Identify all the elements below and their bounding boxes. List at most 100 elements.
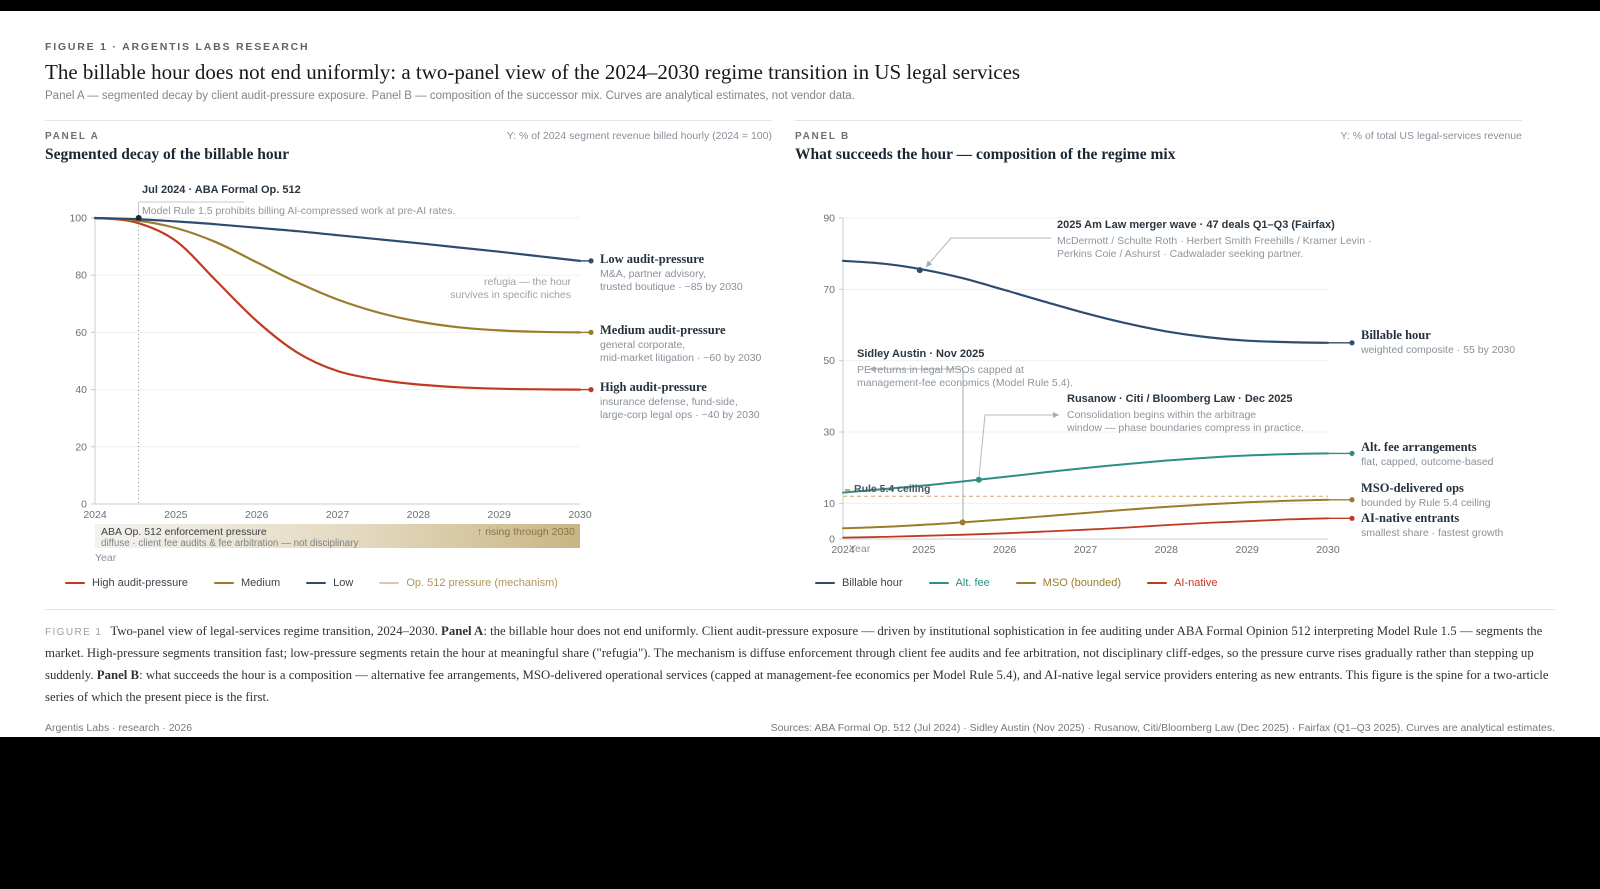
svg-text:60: 60 (75, 327, 87, 339)
figure-caption: FIGURE 1 Two-panel view of legal-services… (45, 620, 1555, 708)
rusanow-annotation-title: Rusanow · Citi / Bloomberg Law · Dec 202… (1067, 393, 1293, 405)
pressure-band (95, 524, 580, 548)
svg-text:100: 100 (69, 213, 87, 225)
svg-text:2024: 2024 (83, 509, 107, 521)
legend-item: High audit-pressure (65, 577, 188, 589)
panel-a-y-axis-note: Y: % of 2024 segment revenue billed hour… (506, 130, 772, 142)
alt-fee-curve-desc: flat, capped, outcome-based (1361, 456, 1494, 468)
high-pressure-curve-desc: insurance defense, fund-side, large-corp… (600, 396, 760, 421)
svg-text:40: 40 (75, 384, 87, 396)
billable-hour-curve-desc: weighted composite · 55 by 2030 (1361, 344, 1516, 356)
panel-a-curves (93, 216, 594, 393)
figure-header: FIGURE 1 · ARGENTIS LABS RESEARCH The bi… (45, 41, 1555, 102)
figure-card: FIGURE 1 · ARGENTIS LABS RESEARCH The bi… (0, 11, 1600, 737)
legend-item: Medium (214, 577, 280, 589)
alt-fee-curve-title: Alt. fee arrangements (1361, 440, 1477, 454)
panel-b: PANEL B Y: % of total US legal-services … (795, 120, 1522, 589)
legend-item: AI-native (1147, 577, 1217, 589)
op512-annotation-body: Model Rule 1.5 prohibits billing AI-comp… (142, 205, 456, 217)
legend-item: Billable hour (815, 577, 903, 589)
billable-hour-curve-label: Billable hour weighted composite · 55 by… (1361, 328, 1523, 357)
panels-row: PANEL A Y: % of 2024 segment revenue bil… (45, 120, 1555, 589)
figure-subtitle: Panel A — segmented decay by client audi… (45, 90, 855, 102)
caption-panel-a-bold: Panel A (441, 624, 484, 638)
legend-swatch-icon (1147, 581, 1168, 585)
svg-text:2024: 2024 (831, 544, 855, 556)
ai-native-curve-title: AI-native entrants (1361, 511, 1460, 525)
svg-text:0: 0 (81, 499, 87, 511)
alt-fee-curve-label: Alt. fee arrangements flat, capped, outc… (1361, 440, 1523, 469)
low-pressure-curve-desc: M&A, partner advisory, trusted boutique … (600, 268, 743, 293)
panel-b-markers (916, 267, 982, 526)
refugia-note: refugia — the hour survives in specific … (450, 276, 571, 302)
mso-curve-desc: bounded by Rule 5.4 ceiling (1361, 497, 1491, 509)
svg-text:70: 70 (823, 284, 835, 296)
merger-leader-line (925, 237, 1051, 268)
panel-a-label: PANEL A (45, 131, 100, 142)
svg-text:2030: 2030 (568, 509, 592, 521)
panel-b-gridlines: 0 10 30 50 70 90 2024 2025 2026 2027 2028 2029 2030 (823, 213, 1340, 557)
svg-text:30: 30 (823, 427, 835, 439)
panel-a-title: Segmented decay of the billable hour (45, 146, 290, 163)
ceiling-label: Rule 5.4 ceiling (854, 483, 931, 495)
svg-text:2026: 2026 (245, 509, 269, 521)
pressure-band-subtitle: diffuse · client fee audits & fee arbitr… (101, 538, 359, 549)
legend-label: Op. 512 pressure (mechanism) (406, 577, 558, 589)
panel-b-title: What succeeds the hour — composition of … (795, 146, 1176, 163)
medium-pressure-curve-title: Medium audit-pressure (600, 323, 726, 337)
svg-text:2028: 2028 (1155, 544, 1179, 556)
legend-label: Alt. fee (955, 577, 990, 589)
svg-text:2028: 2028 (407, 509, 431, 521)
svg-text:2026: 2026 (993, 544, 1017, 556)
panel-a-plot: 0 20 40 60 80 100 2024 2025 2026 2027 2028 2029 2030 (69, 201, 594, 548)
mso-curve-label: MSO-delivered ops bounded by Rule 5.4 ce… (1361, 481, 1523, 510)
caption-text: : what succeeds the hour is a compositio… (45, 668, 1549, 704)
legend-swatch-icon (379, 581, 400, 585)
medium-pressure-curve-label: Medium audit-pressure general corporate,… (600, 323, 772, 365)
legend-label: Medium (241, 577, 281, 589)
ceiling-label-tick (845, 489, 850, 491)
svg-text:0: 0 (829, 534, 835, 546)
legend-item: MSO (bounded) (1015, 577, 1122, 589)
footer-sources: Sources: ABA Formal Op. 512 (Jul 2024) ·… (770, 722, 1555, 734)
legend-swatch-icon (815, 581, 835, 585)
svg-text:2025: 2025 (912, 544, 936, 556)
legend-swatch-icon (306, 581, 327, 585)
panel-a-x-axis-label: Year (95, 552, 117, 564)
rusanow-leader-line (978, 412, 1059, 478)
high-pressure-curve-label: High audit-pressure insurance defense, f… (600, 380, 772, 422)
low-pressure-curve-title: Low audit-pressure (600, 252, 705, 266)
high-pressure-curve-title: High audit-pressure (600, 380, 707, 394)
caption-text: : the billable hour does not end uniform… (45, 624, 1543, 682)
pressure-band-title: ABA Op. 512 enforcement pressure (101, 526, 267, 538)
panel-b-y-axis-note: Y: % of total US legal-services revenue (1340, 130, 1522, 142)
panel-a-head: PANEL A Y: % of 2024 segment revenue bil… (45, 130, 772, 142)
svg-text:50: 50 (823, 355, 835, 367)
svg-text:2029: 2029 (1235, 544, 1259, 556)
caption-text: Two-panel view of legal-services regime … (110, 624, 441, 638)
panel-b-legend: Billable hour Alt. fee MSO (bounded) AI-nat… (795, 577, 1522, 589)
mso-curve-title: MSO-delivered ops (1361, 481, 1464, 495)
panel-b-chart: 0 10 30 50 70 90 2024 2025 2026 2027 2028 2029 2030 … (795, 172, 1522, 567)
svg-text:10: 10 (823, 498, 835, 510)
legend-item: Low (306, 577, 353, 589)
svg-text:2027: 2027 (1074, 544, 1098, 556)
medium-pressure-curve-desc: general corporate, mid-market litigation… (600, 339, 762, 364)
panel-b-plot: 0 10 30 50 70 90 2024 2025 2026 2027 2028 2029 2030 (823, 213, 1355, 557)
low-pressure-curve-label: Low audit-pressure M&A, partner advisory… (600, 252, 772, 294)
caption-divider (45, 609, 1555, 610)
legend-label: AI-native (1174, 577, 1218, 589)
svg-text:2025: 2025 (164, 509, 188, 521)
panel-a-chart: 0 20 40 60 80 100 2024 2025 2026 2027 2028 2029 2030… (45, 172, 772, 567)
panel-b-head: PANEL B Y: % of total US legal-services … (795, 130, 1522, 142)
svg-text:20: 20 (75, 441, 87, 453)
merger-annotation-body: McDermott / Schulte Roth · Herbert Smith… (1057, 235, 1372, 261)
legend-label: MSO (bounded) (1042, 577, 1122, 589)
rusanow-annotation-body: Consolidation begins within the arbitrag… (1067, 409, 1304, 435)
legend-label: Low (333, 577, 354, 589)
footer-credit: Argentis Labs · research · 2026 (45, 722, 193, 734)
panel-a-legend: High audit-pressure Medium Low Op. 512 pres… (45, 577, 772, 589)
svg-text:90: 90 (823, 213, 835, 225)
ai-native-curve-label: AI-native entrants smallest share · fast… (1361, 511, 1523, 540)
legend-swatch-icon (1015, 581, 1036, 585)
